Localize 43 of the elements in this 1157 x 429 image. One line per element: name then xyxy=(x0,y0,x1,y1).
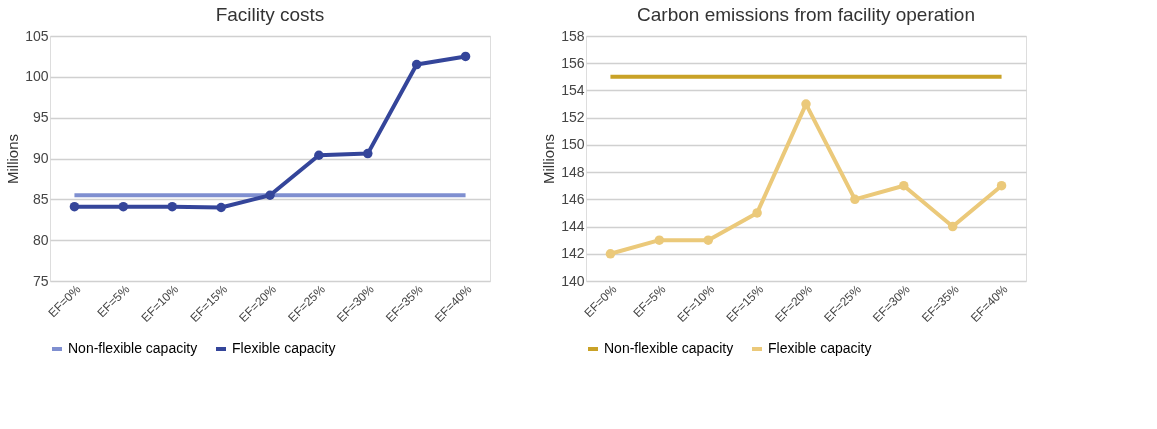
point xyxy=(899,180,909,191)
y-axis-title: Millions xyxy=(540,133,558,185)
y-tick-label: 150 xyxy=(561,136,585,153)
point xyxy=(314,150,324,160)
legend-label: Non-flexible capacity xyxy=(604,340,734,356)
chart-title: Carbon emissions from facility operation xyxy=(637,4,975,25)
legend-label: Flexible capacity xyxy=(768,340,872,356)
y-tick-label: 144 xyxy=(561,218,585,235)
point xyxy=(605,249,616,259)
y-tick-label: 140 xyxy=(561,272,585,289)
y-tick-label: 154 xyxy=(561,81,585,98)
y-tick-label: 75 xyxy=(32,272,49,289)
point xyxy=(69,201,80,212)
y-tick-label: 90 xyxy=(32,150,49,166)
y-tick-label: 142 xyxy=(561,245,585,262)
y-tick-label: 100 xyxy=(25,68,49,85)
y-tick-label: 152 xyxy=(561,109,585,126)
y-tick-label: 85 xyxy=(32,190,49,207)
point xyxy=(801,99,811,109)
y-tick-label: 148 xyxy=(561,163,585,180)
point xyxy=(654,235,665,245)
chart-title: Facility costs xyxy=(215,4,325,25)
y-tick-label: 146 xyxy=(561,190,585,207)
point xyxy=(411,59,422,70)
point xyxy=(363,148,373,159)
y-tick-label: 156 xyxy=(561,54,585,71)
point xyxy=(167,201,177,212)
y-axis-title: Millions xyxy=(4,133,22,185)
point xyxy=(850,194,860,205)
point xyxy=(947,221,958,232)
y-tick-label: 80 xyxy=(32,231,49,248)
legend-label: Flexible capacity xyxy=(232,340,336,356)
y-tick-label: 158 xyxy=(561,27,585,44)
point xyxy=(752,208,762,218)
point xyxy=(216,202,226,213)
y-tick-label: 105 xyxy=(25,27,49,44)
point xyxy=(118,201,129,212)
point xyxy=(703,235,713,245)
y-tick-label: 95 xyxy=(32,109,49,126)
point xyxy=(996,180,1007,191)
point xyxy=(460,51,471,62)
point xyxy=(265,190,275,200)
legend-label: Non-flexible capacity xyxy=(68,340,198,356)
